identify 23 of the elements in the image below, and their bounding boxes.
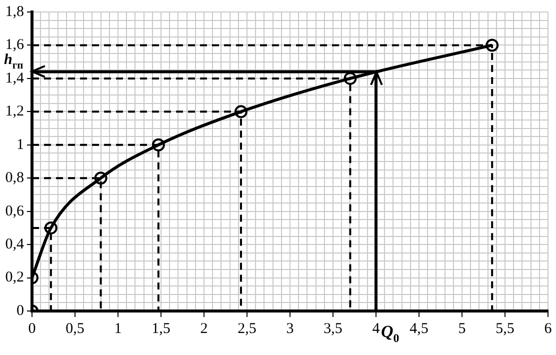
y-tick-label: 0 xyxy=(16,302,24,319)
x-tick-label: 4 xyxy=(372,320,380,337)
x-tick-label: 2,5 xyxy=(238,320,256,337)
y-tick-label: 1,8 xyxy=(5,4,24,20)
x-tick-label: 5,5 xyxy=(496,320,514,337)
y-tick-label: 0,4 xyxy=(5,236,24,252)
y-tick-label: 1,4 xyxy=(5,70,24,86)
x-tick-label: 0 xyxy=(28,320,36,337)
y-tick-label: 1 xyxy=(16,136,24,153)
x-tick-label: 2 xyxy=(200,320,208,337)
x-tick-label: 1 xyxy=(114,320,122,337)
y-tick-label: 1,6 xyxy=(5,37,24,54)
x-tick-label: 3 xyxy=(286,320,294,337)
y-tick-label: 0,8 xyxy=(5,170,24,186)
x-tick-label: 5 xyxy=(458,320,466,337)
x-tick-label: 3,5 xyxy=(324,320,342,337)
x-tick-label: 6 xyxy=(544,320,552,337)
y-tick-label: 1,2 xyxy=(5,104,24,120)
y-tick-label: 0,6 xyxy=(5,203,24,220)
x-tick-label: 1,5 xyxy=(152,320,170,337)
x-tick-label: 4,5 xyxy=(410,320,428,337)
y-tick-label: 0,2 xyxy=(5,270,24,286)
x-tick-label: 0,5 xyxy=(66,320,84,337)
